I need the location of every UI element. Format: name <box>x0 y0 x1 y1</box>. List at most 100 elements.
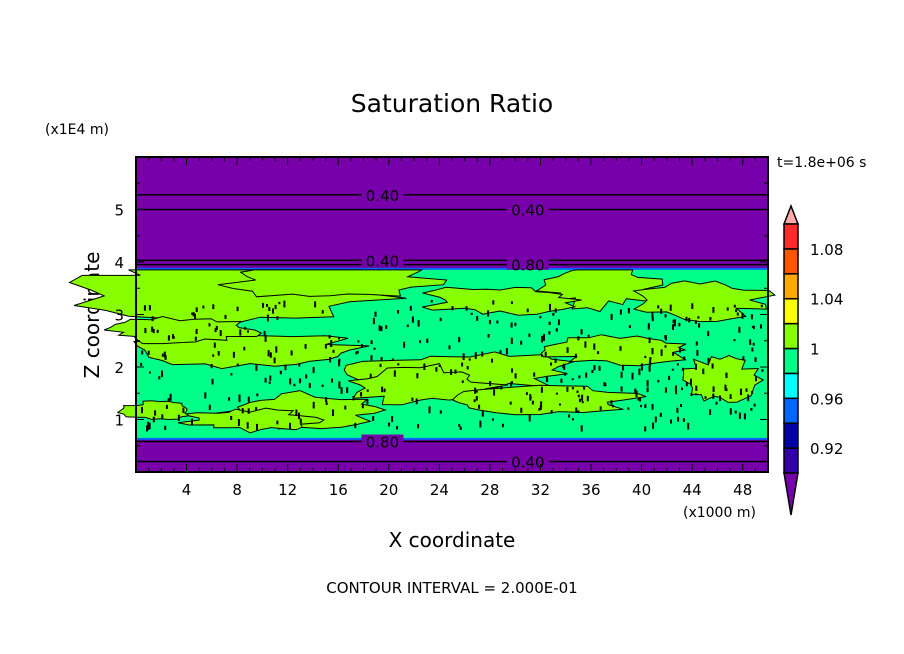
contour-speckle <box>627 307 630 314</box>
contour-speckle <box>675 390 678 395</box>
contour-speckle <box>247 408 250 414</box>
contour-speckle <box>514 322 517 327</box>
supersaturated-region <box>132 333 370 370</box>
contour-speckle <box>540 401 543 408</box>
contour-speckle <box>761 369 764 372</box>
contour-speckle <box>328 334 331 339</box>
contour-speckle <box>539 315 542 319</box>
contour-speckle <box>580 329 583 335</box>
contour-speckle <box>669 304 672 311</box>
contour-speckle <box>677 416 680 422</box>
contour-label: 0.40 <box>511 202 544 220</box>
contour-speckle <box>191 418 193 425</box>
contour-speckle <box>215 325 218 330</box>
contour-speckle <box>264 377 267 383</box>
contour-speckle <box>591 369 594 374</box>
contour-speckle <box>232 351 235 358</box>
contour-speckle <box>439 317 442 322</box>
contour-speckle <box>670 419 672 424</box>
contour-speckle <box>520 340 523 345</box>
contour-speckle <box>610 313 613 320</box>
contour-speckle <box>211 378 214 385</box>
contour-speckle <box>461 380 464 383</box>
contour-speckle <box>255 364 258 371</box>
contour-speckle <box>671 368 674 371</box>
contour-speckle <box>726 307 729 311</box>
contour-speckle <box>325 397 328 402</box>
contour-speckle <box>712 386 715 392</box>
contour-speckle <box>702 368 705 375</box>
contour-speckle <box>263 330 266 336</box>
y-tick-label: 4 <box>114 254 124 272</box>
contour-speckle <box>272 308 274 314</box>
contour-speckle <box>578 375 581 379</box>
contour-speckle <box>370 340 373 345</box>
contour-speckle <box>586 395 589 402</box>
contour-speckle <box>224 314 227 319</box>
contour-speckle <box>289 422 291 430</box>
contour-speckle <box>332 409 334 416</box>
contour-speckle <box>167 398 170 402</box>
contour-speckle <box>388 422 391 427</box>
contour-speckle <box>416 373 419 379</box>
contour-label: 0.40 <box>511 454 544 472</box>
contour-speckle <box>651 348 654 355</box>
contour-speckle <box>264 335 267 342</box>
y-tick-label: 3 <box>114 307 124 325</box>
contour-speckle <box>676 407 679 413</box>
contour-speckle <box>610 400 613 405</box>
contour-speckle <box>374 311 377 317</box>
contour-speckle <box>707 331 710 337</box>
contour-speckle <box>566 347 569 353</box>
contour-label-bg <box>361 187 404 200</box>
contour-speckle <box>583 386 586 390</box>
contour-label: 0.80 <box>511 257 544 275</box>
contour-speckle <box>454 369 457 374</box>
contour-speckle <box>509 401 512 405</box>
contour-speckle <box>295 409 298 416</box>
contour-speckle <box>169 393 172 401</box>
contour-speckle <box>361 344 363 347</box>
contour-speckle <box>639 397 642 402</box>
contour-speckle <box>340 387 343 394</box>
contour-speckle <box>704 396 707 399</box>
contour-speckle <box>651 316 654 322</box>
contour-speckle <box>664 345 667 348</box>
contour-speckle <box>274 304 277 310</box>
contour-speckle <box>499 350 502 354</box>
contour-speckle <box>458 424 461 427</box>
contour-speckle <box>500 386 503 390</box>
contour-label-bg <box>506 257 549 270</box>
contour-speckle <box>330 340 333 347</box>
contour-speckle <box>208 404 211 411</box>
contour-speckle <box>622 365 624 371</box>
contour-speckle <box>450 369 453 375</box>
x-axis-label: X coordinate <box>389 528 516 552</box>
contour-speckle <box>194 336 197 341</box>
contour-speckle <box>354 422 357 429</box>
contour-speckle <box>369 373 372 379</box>
contour-speckle <box>338 360 341 367</box>
x-tick-label: 16 <box>329 481 348 499</box>
contour-speckle <box>147 427 150 430</box>
contour-speckle <box>681 367 684 371</box>
contour-speckle <box>379 363 382 367</box>
contour-speckle <box>529 396 532 399</box>
contour-speckle <box>719 395 721 402</box>
x-tick-label: 48 <box>733 481 752 499</box>
contour-speckle <box>439 410 442 414</box>
contour-speckle <box>581 401 584 404</box>
contour-speckle <box>687 422 690 430</box>
contour-speckle <box>329 356 332 363</box>
contour-speckle <box>461 362 464 367</box>
contour-speckle <box>510 382 513 387</box>
contour-speckle <box>355 351 358 355</box>
supersaturated-region <box>682 354 765 403</box>
contour-speckle <box>526 308 529 313</box>
contour-speckle <box>577 410 580 413</box>
contour-speckle <box>290 350 293 356</box>
contour-speckle <box>149 371 151 374</box>
contour-speckle <box>654 416 657 423</box>
colorbar-label: 0.96 <box>810 390 843 408</box>
colorbar-label: 1.08 <box>810 241 843 259</box>
